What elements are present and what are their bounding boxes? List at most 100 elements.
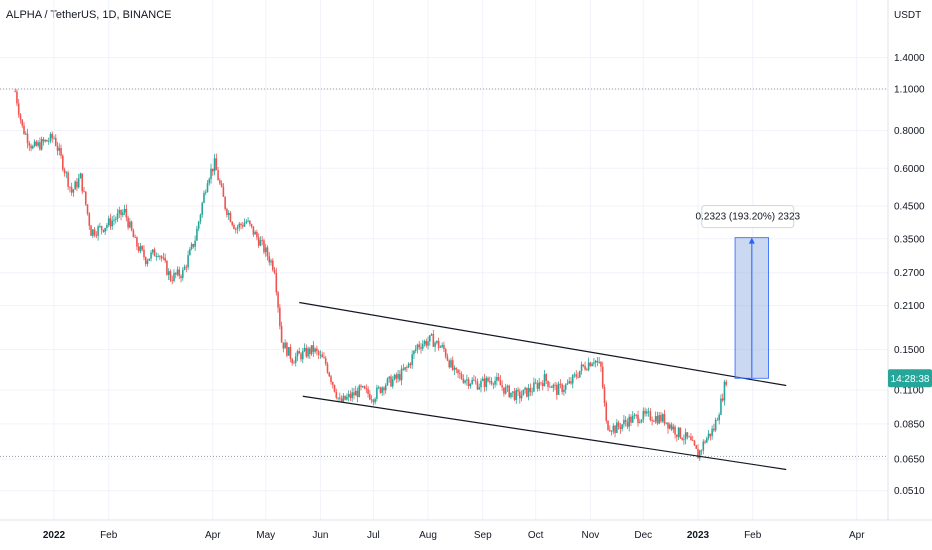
candle-body [536,383,539,389]
candle-body [561,384,563,392]
candle-body [446,356,449,361]
candle-body [189,249,191,256]
candle-body [464,380,466,383]
candle-body [485,377,488,388]
candle-body [146,260,149,264]
candle-body [578,370,581,378]
candle-body [14,91,16,93]
candle-body [674,426,676,435]
candle-body [635,414,638,416]
candle-body [204,192,207,193]
candle-body [125,208,128,218]
candle-body [631,415,634,423]
candle-body [459,373,461,375]
candle-body [54,137,57,146]
price-tick-label: 0.1500 [894,345,925,356]
candle-body [550,386,553,388]
candle-body [60,147,62,156]
candle-body [478,387,481,390]
candle-body [203,192,205,203]
candle-body [568,381,570,384]
candle-body [510,392,512,398]
candle-body [354,390,357,396]
candle-body [234,228,237,230]
price-axis-bg[interactable] [888,0,932,520]
candle-body [603,387,606,404]
candle-body [252,226,255,235]
candle-body [224,196,226,209]
candle-body [106,225,108,228]
candle-body [155,256,158,257]
candle-body [67,172,69,187]
candle-body [28,143,31,146]
time-tick-label: Jul [367,530,380,541]
candle-body [159,256,161,257]
candle-body [723,381,726,401]
candle-body [361,386,364,388]
candle-body [323,357,325,359]
candle-body [32,146,34,149]
candle-body [598,362,600,363]
candle-body [686,432,689,437]
candle-body [663,414,666,424]
candle-body [453,367,456,370]
candle-body [480,380,482,388]
candle-body [273,269,276,273]
candle-body [575,374,578,377]
candle-body [356,390,359,398]
candle-body [56,145,59,151]
candle-body [97,226,99,236]
candle-body [496,377,498,381]
candle-body [148,258,151,261]
candle-body [511,391,514,393]
candle-body [296,351,299,357]
candle-body [651,420,653,422]
candle-body [554,384,556,386]
candle-body [123,208,126,213]
candle-body [494,380,496,385]
candle-body [372,399,375,403]
candle-body [291,358,293,364]
candle-body [333,384,336,392]
candle-body [545,374,548,381]
measure-tool[interactable]: 0.2323 (193.20%) 2323 [696,205,801,379]
candle-body [213,158,216,172]
candle-body [331,382,334,385]
candle-body [670,424,673,430]
candle-body [111,220,114,227]
measure-label: 0.2323 (193.20%) 2323 [696,212,801,223]
candle-body [481,378,484,381]
candle-body [633,414,636,416]
candle-body [638,422,641,423]
candle-body [672,426,675,430]
time-axis-bg[interactable] [0,520,932,550]
candle-body [289,347,292,359]
measure-arrowhead [748,237,755,244]
candle-body [19,114,22,120]
candle-body [330,376,332,383]
candle-body [150,252,152,259]
candle-body [413,350,415,355]
candle-body [256,231,258,238]
candle-body [370,399,373,401]
candle-body [134,237,136,238]
candle-body [141,246,144,250]
candle-body [72,189,75,193]
candle-body [86,204,89,214]
candle-body [725,381,728,385]
candle-body [227,212,230,215]
candle-body [409,363,412,365]
candle-body [335,391,338,398]
candle-body [429,335,431,342]
candle-body [418,344,421,348]
candle-body [62,155,64,170]
candle-body [444,349,447,357]
candle-body [593,362,595,364]
candle-body [263,240,265,253]
candle-body [411,354,413,365]
candle-body [160,256,163,259]
measure-label-box [701,205,795,229]
candle-body [720,398,722,415]
candle-body [49,133,52,142]
